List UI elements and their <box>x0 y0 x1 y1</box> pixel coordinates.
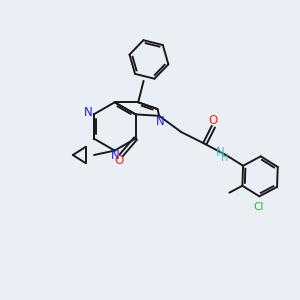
Text: N: N <box>111 149 120 162</box>
Text: N: N <box>216 146 225 159</box>
Text: O: O <box>209 114 218 127</box>
Text: N: N <box>156 115 165 128</box>
Text: O: O <box>114 154 124 167</box>
Text: Cl: Cl <box>254 202 264 212</box>
Text: N: N <box>84 106 93 119</box>
Text: H: H <box>221 153 228 163</box>
